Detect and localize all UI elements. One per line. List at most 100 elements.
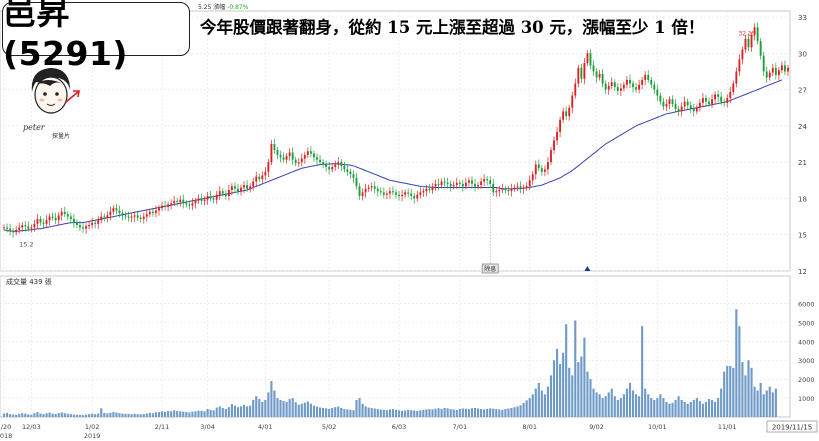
volume-bar — [476, 408, 480, 417]
candle-body — [109, 211, 112, 216]
volume-bar — [154, 412, 158, 417]
volume-bar — [692, 399, 695, 417]
volume-bar — [334, 407, 337, 417]
volume-bar — [160, 411, 164, 417]
volume-bar — [449, 409, 452, 417]
volume-bar — [81, 415, 85, 417]
candle-body — [756, 27, 759, 42]
headline: 今年股價跟著翻身，從約 15 元上漲至超過 30 元，漲幅至少 1 倍！ — [200, 18, 705, 37]
candle-body — [565, 111, 568, 117]
volume-bar — [662, 398, 665, 417]
candle-body — [516, 186, 519, 188]
candle-body — [644, 75, 647, 80]
price-panel-frame — [0, 10, 791, 272]
volume-bar — [355, 399, 358, 417]
volume-bar — [349, 409, 352, 417]
volume-bar — [759, 382, 762, 417]
volume-bar — [318, 407, 322, 417]
candle-body — [474, 183, 476, 187]
x-tick-label: 12/03 — [22, 423, 41, 431]
candle-body — [522, 187, 525, 189]
volume-bar — [331, 407, 334, 417]
volume-bar — [473, 407, 477, 417]
x-tick-sublabel: 2019 — [84, 432, 101, 440]
candle-body — [139, 217, 142, 219]
volume-bar — [552, 360, 556, 417]
candle-body — [455, 182, 458, 186]
candle-body — [112, 208, 115, 212]
candle-body — [36, 218, 39, 224]
volume-bar — [455, 409, 458, 417]
volume-bar — [616, 399, 619, 417]
volume-bar — [577, 362, 580, 417]
candle-body — [626, 79, 628, 85]
candle-body — [638, 84, 641, 90]
volume-bar — [744, 375, 747, 417]
volume-y-tick-label: 1000 — [798, 395, 815, 403]
volume-bar — [279, 399, 282, 417]
volume-bar — [294, 402, 297, 417]
candle-body — [282, 157, 285, 160]
volume-bar — [604, 396, 607, 417]
candle-body — [51, 216, 54, 218]
candle-body — [194, 200, 197, 204]
candle-body — [695, 107, 698, 112]
candle-body — [559, 119, 562, 132]
volume-bar — [641, 326, 644, 417]
candle-body — [407, 192, 410, 194]
volume-bar — [382, 409, 385, 417]
candle-body — [243, 185, 246, 188]
candle-body — [659, 95, 662, 102]
volume-bar — [185, 412, 188, 417]
candle-body — [410, 193, 413, 197]
candle-body — [610, 82, 613, 86]
candle-body — [273, 144, 276, 151]
candle-body — [392, 191, 394, 193]
candle-body — [218, 191, 221, 195]
volume-bar — [595, 392, 598, 417]
volume-bar — [428, 409, 431, 417]
volume-bar — [768, 386, 771, 417]
candle-body — [483, 179, 486, 182]
volume-bar — [343, 409, 346, 417]
volume-bar — [163, 411, 167, 417]
volume-bar — [549, 375, 553, 417]
candle-body — [161, 205, 163, 209]
candle-body — [306, 151, 309, 155]
candle-body — [9, 228, 12, 232]
candle-body — [498, 189, 501, 192]
volume-bar — [650, 398, 653, 417]
volume-bar — [48, 412, 51, 417]
volume-bar — [619, 398, 622, 417]
x-tick-label: 9/02 — [589, 423, 604, 431]
candle-body — [537, 164, 540, 169]
volume-bar — [613, 396, 616, 417]
x-tick-label: 1/02 — [85, 423, 100, 431]
volume-bar — [69, 414, 72, 417]
volume-bar — [221, 407, 224, 417]
candle-body — [577, 67, 580, 84]
candle-body — [227, 189, 230, 197]
volume-bar — [249, 405, 252, 417]
candle-body — [376, 188, 379, 192]
candle-body — [130, 216, 133, 218]
volume-bar — [188, 412, 191, 417]
volume-bar — [39, 413, 42, 417]
volume-bar — [565, 324, 568, 417]
volume-bar — [288, 399, 291, 417]
candle-body — [316, 157, 318, 160]
volume-bar — [774, 388, 777, 417]
volume-bar — [291, 398, 294, 417]
candle-body — [91, 222, 94, 226]
candle-body — [246, 185, 249, 189]
volume-bar — [464, 408, 467, 417]
candle-body — [711, 99, 713, 105]
volume-bar — [656, 398, 659, 417]
candle-body — [382, 192, 385, 195]
candle-body — [252, 181, 255, 187]
candle-body — [364, 188, 367, 193]
candle-body — [300, 158, 303, 163]
volume-bar — [267, 392, 270, 417]
volume-bar — [109, 412, 112, 417]
volume-bar — [695, 398, 698, 417]
